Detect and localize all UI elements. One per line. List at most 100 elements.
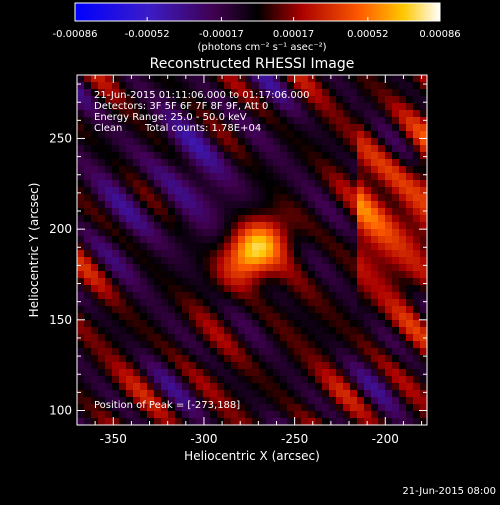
heatmap-cell	[98, 285, 106, 293]
heatmap-cell	[231, 215, 239, 223]
heatmap-cell	[168, 145, 176, 153]
heatmap-cell	[140, 348, 148, 356]
heatmap-cell	[140, 215, 148, 223]
heatmap-cell	[245, 75, 253, 83]
heatmap-cell	[147, 383, 155, 391]
heatmap-cell	[182, 96, 190, 104]
heatmap-cell	[266, 404, 274, 412]
heatmap-cell	[91, 166, 99, 174]
heatmap-cell	[322, 159, 330, 167]
heatmap-cell	[196, 208, 204, 216]
heatmap-cell	[217, 229, 225, 237]
heatmap-cell	[231, 383, 239, 391]
heatmap-cell	[308, 124, 316, 132]
heatmap-cell	[175, 411, 183, 419]
heatmap-cell	[231, 278, 239, 286]
heatmap-cell	[168, 208, 176, 216]
heatmap-cell	[77, 236, 85, 244]
heatmap-cell	[329, 264, 337, 272]
heatmap-cell	[385, 362, 393, 370]
heatmap-cell	[140, 229, 148, 237]
heatmap-cell	[210, 194, 218, 202]
heatmap-cell	[266, 117, 274, 125]
heatmap-cell	[196, 250, 204, 258]
heatmap-cell	[385, 418, 393, 425]
heatmap-cell	[182, 201, 190, 209]
heatmap-cell	[154, 278, 162, 286]
heatmap-cell	[196, 264, 204, 272]
heatmap-cell	[413, 257, 421, 265]
heatmap-cell	[413, 341, 421, 349]
heatmap-cell	[77, 75, 85, 83]
heatmap-cell	[350, 194, 358, 202]
heatmap-cell	[119, 159, 127, 167]
heatmap-cell	[84, 96, 92, 104]
heatmap-cell	[112, 418, 120, 425]
heatmap-cell	[343, 117, 351, 125]
heatmap-cell	[273, 173, 281, 181]
heatmap-cell	[112, 201, 120, 209]
heatmap-cell	[406, 187, 414, 195]
heatmap-cell	[210, 187, 218, 195]
heatmap-cell	[420, 75, 427, 83]
heatmap-cell	[266, 376, 274, 384]
heatmap-cell	[91, 341, 99, 349]
heatmap-cell	[357, 313, 365, 321]
heatmap-cell	[308, 341, 316, 349]
heatmap-cell	[161, 222, 169, 230]
heatmap-cell	[245, 355, 253, 363]
heatmap-cell	[119, 215, 127, 223]
heatmap-cell	[210, 152, 218, 160]
heatmap-cell	[175, 215, 183, 223]
heatmap-cell	[147, 250, 155, 258]
heatmap-cell	[189, 348, 197, 356]
heatmap-cell	[119, 299, 127, 307]
heatmap-cell	[77, 313, 85, 321]
heatmap-cell	[189, 243, 197, 251]
heatmap-cell	[294, 257, 302, 265]
heatmap-cell	[420, 390, 427, 398]
heatmap-cell	[378, 285, 386, 293]
heatmap-cell	[413, 236, 421, 244]
heatmap-cell	[420, 215, 427, 223]
heatmap-cell	[308, 397, 316, 405]
heatmap-cell	[84, 348, 92, 356]
heatmap-cell	[245, 208, 253, 216]
heatmap-cell	[378, 376, 386, 384]
heatmap-cell	[406, 229, 414, 237]
heatmap-cell	[140, 306, 148, 314]
heatmap-cell	[133, 152, 141, 160]
heatmap-cell	[210, 404, 218, 412]
heatmap-cell	[294, 327, 302, 335]
heatmap-cell	[154, 292, 162, 300]
heatmap-cell	[245, 418, 253, 425]
heatmap-cell	[301, 194, 309, 202]
heatmap-cell	[112, 152, 120, 160]
heatmap-cell	[301, 341, 309, 349]
heatmap-cell	[182, 271, 190, 279]
heatmap-cell	[336, 348, 344, 356]
heatmap-cell	[189, 313, 197, 321]
heatmap-cell	[308, 320, 316, 328]
heatmap-cell	[133, 110, 141, 118]
heatmap-cell	[343, 145, 351, 153]
heatmap-cell	[322, 390, 330, 398]
heatmap-cell	[420, 194, 427, 202]
heatmap-cell	[98, 152, 106, 160]
heatmap-cell	[196, 376, 204, 384]
heatmap-cell	[168, 327, 176, 335]
heatmap-cell	[336, 131, 344, 139]
heatmap-cell	[329, 278, 337, 286]
heatmap-cell	[413, 110, 421, 118]
heatmap-cell	[105, 229, 113, 237]
heatmap-cell	[308, 327, 316, 335]
heatmap-cell	[189, 376, 197, 384]
heatmap-cell	[126, 313, 134, 321]
heatmap-cell	[245, 145, 253, 153]
heatmap-cell	[140, 404, 148, 412]
heatmap-cell	[168, 390, 176, 398]
heatmap-cell	[350, 222, 358, 230]
heatmap-cell	[91, 96, 99, 104]
heatmap-cell	[329, 327, 337, 335]
heatmap-cell	[413, 138, 421, 146]
